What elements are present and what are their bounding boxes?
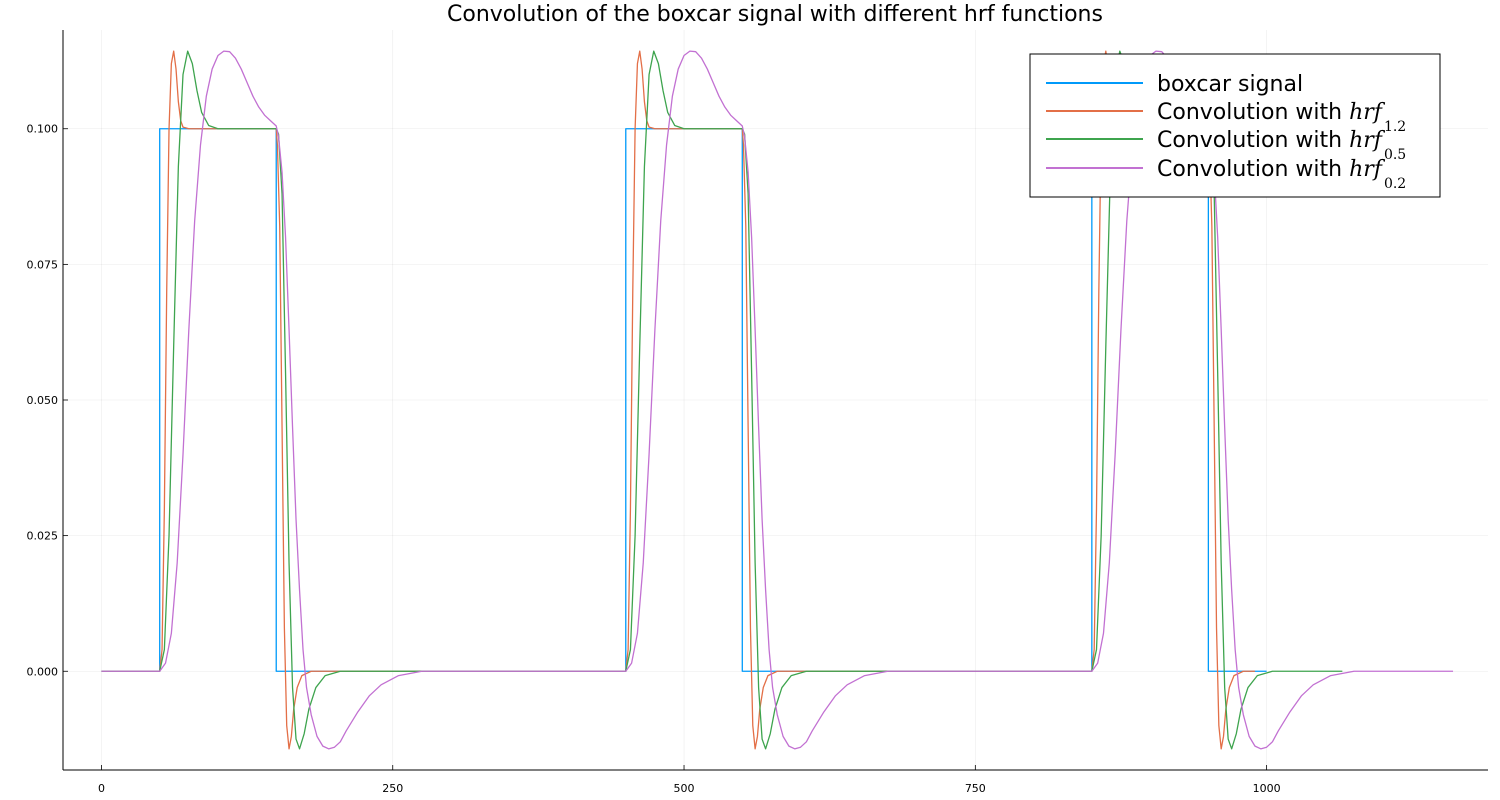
chart-title: Convolution of the boxcar signal with di… [447, 2, 1103, 27]
y-tick-label: 0.050 [27, 394, 59, 407]
x-tick-label: 250 [382, 782, 403, 795]
y-tick-label: 0.025 [27, 530, 59, 543]
legend-box [1029, 53, 1441, 198]
x-tick-label: 750 [965, 782, 986, 795]
y-tick-label: 0.000 [27, 665, 59, 678]
legend-label-1: boxcar signal [1157, 72, 1303, 97]
x-tick-label: 1000 [1253, 782, 1281, 795]
x-tick-label: 0 [98, 782, 105, 795]
y-tick-label: 0.100 [27, 123, 59, 136]
x-tick-label: 500 [674, 782, 695, 795]
axes [62, 30, 1488, 771]
y-tick-label: 0.075 [27, 258, 59, 271]
tick-labels: 0 250 500 750 1000 0.000 0.025 0.050 0.075 0.100 [27, 123, 1281, 795]
legend-label-3: Convolution with hrf0.5 [1157, 128, 1406, 163]
legend-label-2: Convolution with hrf1.2 [1157, 100, 1406, 135]
legend-label-4: Convolution with hrf0.2 [1157, 157, 1406, 192]
